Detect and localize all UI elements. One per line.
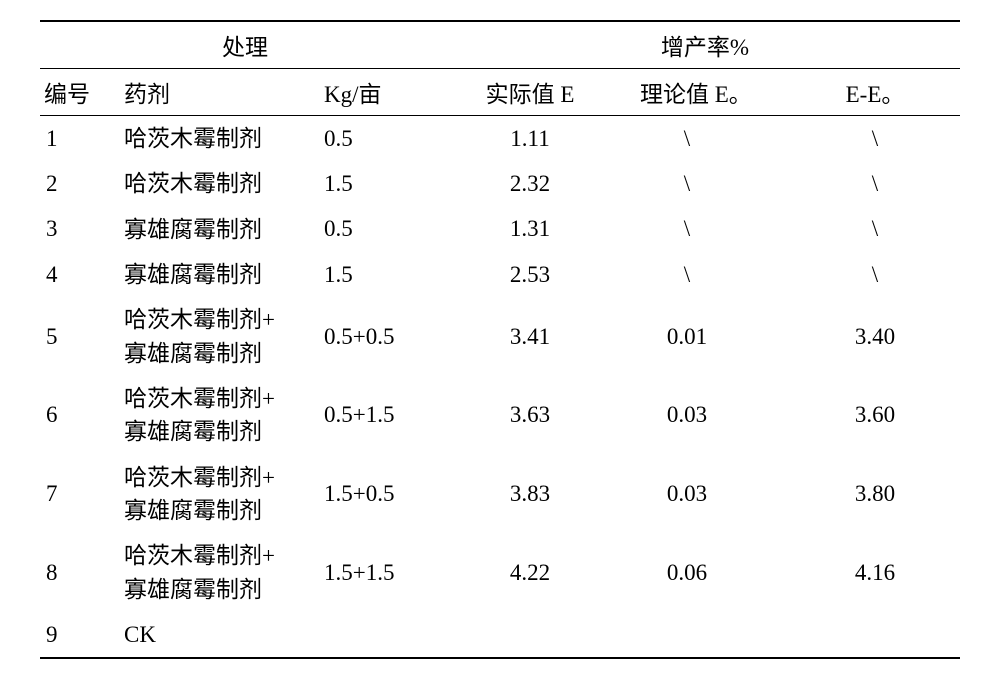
cell-drug: 哈茨木霉制剂+寡雄腐霉制剂	[120, 376, 320, 455]
cell-dose: 1.5+1.5	[320, 533, 450, 612]
cell-e0: 0.01	[610, 297, 790, 376]
cell-diff: \	[790, 252, 960, 297]
cell-e: 2.53	[450, 252, 610, 297]
cell-drug: CK	[120, 612, 320, 658]
cell-e: 1.11	[450, 116, 610, 162]
cell-dose: 1.5	[320, 252, 450, 297]
group-header-treatment: 处理	[40, 21, 450, 69]
table-header: 处理 增产率% 编号 药剂 Kg/亩 实际值 E 理论值 E。 E-E。	[40, 21, 960, 116]
table-body: 1哈茨木霉制剂0.51.11\\2哈茨木霉制剂1.52.32\\3寡雄腐霉制剂0…	[40, 116, 960, 659]
cell-dose: 1.5+0.5	[320, 455, 450, 534]
group-header-yield: 增产率%	[450, 21, 960, 69]
cell-e: 4.22	[450, 533, 610, 612]
cell-dose: 0.5	[320, 116, 450, 162]
table-row: 5哈茨木霉制剂+寡雄腐霉制剂0.5+0.53.410.013.40	[40, 297, 960, 376]
cell-e	[450, 612, 610, 658]
drug-label: 哈茨木霉制剂+寡雄腐霉制剂	[124, 303, 316, 370]
cell-e0: \	[610, 116, 790, 162]
cell-dose: 0.5+1.5	[320, 376, 450, 455]
cell-id: 5	[40, 297, 120, 376]
cell-id: 4	[40, 252, 120, 297]
cell-drug: 寡雄腐霉制剂	[120, 207, 320, 252]
cell-diff: \	[790, 207, 960, 252]
cell-drug: 寡雄腐霉制剂	[120, 252, 320, 297]
header-group-row: 处理 增产率%	[40, 21, 960, 69]
col-header-e0: 理论值 E。	[610, 69, 790, 116]
cell-drug: 哈茨木霉制剂+寡雄腐霉制剂	[120, 533, 320, 612]
cell-drug: 哈茨木霉制剂	[120, 116, 320, 162]
cell-e0: \	[610, 161, 790, 206]
cell-e0: \	[610, 252, 790, 297]
cell-e: 2.32	[450, 161, 610, 206]
cell-id: 1	[40, 116, 120, 162]
cell-diff: 3.40	[790, 297, 960, 376]
cell-e: 3.63	[450, 376, 610, 455]
cell-e: 3.83	[450, 455, 610, 534]
table-row: 7哈茨木霉制剂+寡雄腐霉制剂1.5+0.53.830.033.80	[40, 455, 960, 534]
header-column-row: 编号 药剂 Kg/亩 实际值 E 理论值 E。 E-E。	[40, 69, 960, 116]
cell-diff: 3.60	[790, 376, 960, 455]
drug-label: 寡雄腐霉制剂	[124, 258, 316, 291]
cell-id: 3	[40, 207, 120, 252]
drug-label: 哈茨木霉制剂+寡雄腐霉制剂	[124, 539, 316, 606]
cell-id: 7	[40, 455, 120, 534]
col-header-dose: Kg/亩	[320, 69, 450, 116]
cell-e0	[610, 612, 790, 658]
col-header-diff: E-E。	[790, 69, 960, 116]
cell-diff: 3.80	[790, 455, 960, 534]
drug-label: CK	[124, 618, 316, 651]
cell-id: 9	[40, 612, 120, 658]
cell-e0: 0.03	[610, 455, 790, 534]
table-row: 4寡雄腐霉制剂1.52.53\\	[40, 252, 960, 297]
cell-diff	[790, 612, 960, 658]
cell-dose: 1.5	[320, 161, 450, 206]
table-row: 6哈茨木霉制剂+寡雄腐霉制剂0.5+1.53.630.033.60	[40, 376, 960, 455]
table-row: 3寡雄腐霉制剂0.51.31\\	[40, 207, 960, 252]
cell-e0: 0.06	[610, 533, 790, 612]
cell-e: 3.41	[450, 297, 610, 376]
cell-id: 6	[40, 376, 120, 455]
table-row: 1哈茨木霉制剂0.51.11\\	[40, 116, 960, 162]
drug-label: 哈茨木霉制剂+寡雄腐霉制剂	[124, 461, 316, 528]
cell-drug: 哈茨木霉制剂	[120, 161, 320, 206]
cell-e0: \	[610, 207, 790, 252]
col-header-drug: 药剂	[120, 69, 320, 116]
cell-dose: 0.5+0.5	[320, 297, 450, 376]
drug-label: 寡雄腐霉制剂	[124, 213, 316, 246]
cell-id: 2	[40, 161, 120, 206]
drug-label: 哈茨木霉制剂+寡雄腐霉制剂	[124, 382, 316, 449]
cell-dose	[320, 612, 450, 658]
data-table: 处理 增产率% 编号 药剂 Kg/亩 实际值 E 理论值 E。 E-E。 1哈茨…	[40, 20, 960, 659]
cell-diff: \	[790, 161, 960, 206]
table-row: 8哈茨木霉制剂+寡雄腐霉制剂1.5+1.54.220.064.16	[40, 533, 960, 612]
col-header-e: 实际值 E	[450, 69, 610, 116]
table-row: 9CK	[40, 612, 960, 658]
cell-diff: 4.16	[790, 533, 960, 612]
cell-dose: 0.5	[320, 207, 450, 252]
cell-e: 1.31	[450, 207, 610, 252]
col-header-id: 编号	[40, 69, 120, 116]
cell-e0: 0.03	[610, 376, 790, 455]
cell-diff: \	[790, 116, 960, 162]
cell-id: 8	[40, 533, 120, 612]
drug-label: 哈茨木霉制剂	[124, 122, 316, 155]
cell-drug: 哈茨木霉制剂+寡雄腐霉制剂	[120, 455, 320, 534]
drug-label: 哈茨木霉制剂	[124, 167, 316, 200]
cell-drug: 哈茨木霉制剂+寡雄腐霉制剂	[120, 297, 320, 376]
table-row: 2哈茨木霉制剂1.52.32\\	[40, 161, 960, 206]
